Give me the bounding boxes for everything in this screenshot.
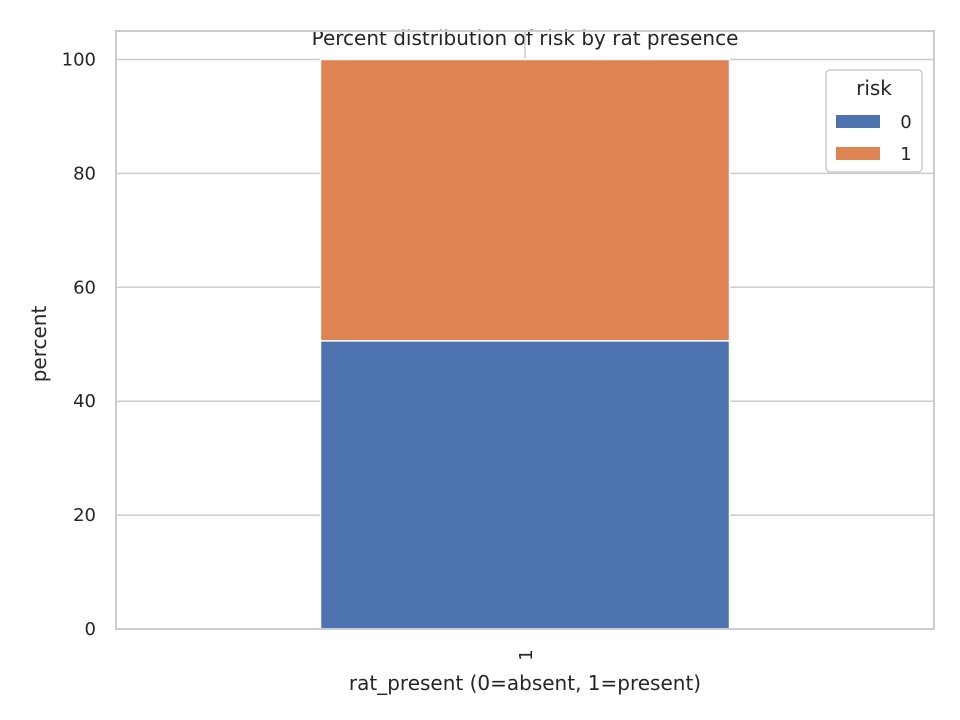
legend-title: risk (856, 76, 892, 100)
y-tick-labels: 0 20 40 60 80 100 (62, 49, 96, 640)
x-axis-label: rat_present (0=absent, 1=present) (349, 671, 701, 695)
x-tick-label: 1 (516, 649, 537, 660)
legend-swatch-1 (836, 147, 880, 160)
bars (319, 58, 731, 630)
y-tick-label: 60 (73, 277, 96, 298)
legend-label-1: 1 (900, 144, 911, 165)
bar-risk-0 (319, 340, 731, 630)
y-tick-label: 20 (73, 505, 96, 526)
legend-items: 01 (836, 112, 912, 165)
y-tick-label: 80 (73, 163, 96, 184)
y-tick-label: 100 (62, 49, 96, 70)
bar-risk-1 (319, 58, 731, 342)
legend-swatch-0 (836, 115, 880, 128)
y-tick-label: 40 (73, 391, 96, 412)
legend: risk 01 (825, 69, 923, 173)
x-tick-labels: 1 (516, 649, 537, 660)
y-tick-label: 0 (85, 619, 96, 640)
y-axis-label: percent (27, 306, 51, 383)
plot-frame (115, 30, 935, 630)
legend-label-0: 0 (900, 112, 911, 133)
